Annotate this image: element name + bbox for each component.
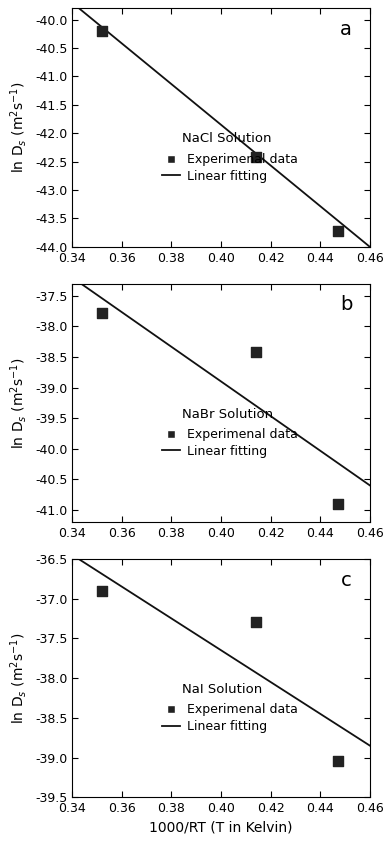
Text: NaBr Solution: NaBr Solution [182,407,273,421]
Text: NaI Solution: NaI Solution [182,683,263,695]
X-axis label: 1000/RT (T in Kelvin): 1000/RT (T in Kelvin) [149,821,293,835]
Text: c: c [341,571,351,590]
Text: b: b [340,296,352,314]
Text: NaCl Solution: NaCl Solution [182,132,272,145]
Point [334,497,341,510]
Point [99,306,105,319]
Point [99,584,105,598]
Legend: Experimenal data, Linear fitting: Experimenal data, Linear fitting [162,428,298,458]
Point [252,346,259,359]
Point [99,24,105,38]
Point [252,615,259,629]
Text: a: a [340,20,352,40]
Y-axis label: ln D$_s$ (m$^2$s$^{-1}$): ln D$_s$ (m$^2$s$^{-1}$) [8,357,29,448]
Y-axis label: ln D$_s$ (m$^2$s$^{-1}$): ln D$_s$ (m$^2$s$^{-1}$) [8,82,29,174]
Legend: Experimenal data, Linear fitting: Experimenal data, Linear fitting [162,153,298,183]
Y-axis label: ln D$_s$ (m$^2$s$^{-1}$): ln D$_s$ (m$^2$s$^{-1}$) [8,632,29,724]
Point [334,754,341,768]
Point [334,224,341,238]
Legend: Experimenal data, Linear fitting: Experimenal data, Linear fitting [162,703,298,733]
Point [252,150,259,164]
